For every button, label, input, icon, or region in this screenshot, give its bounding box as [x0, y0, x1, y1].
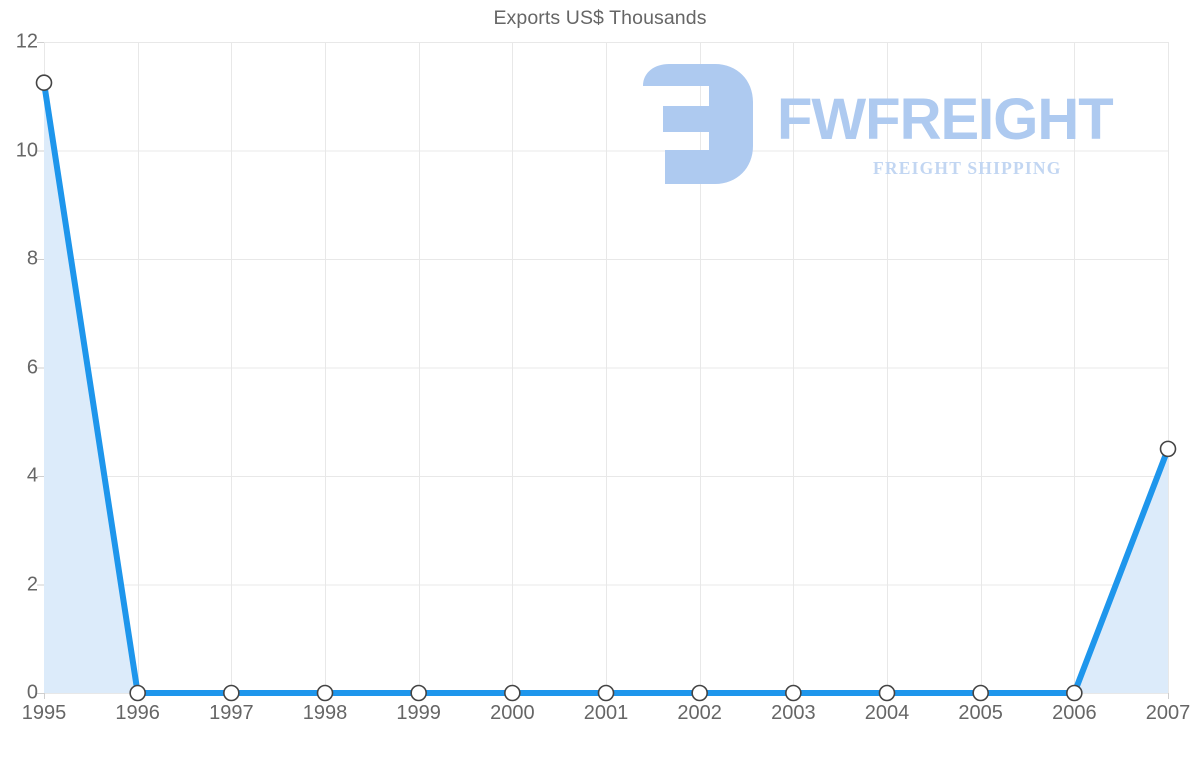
watermark-tagline: FREIGHT SHIPPING — [873, 158, 1062, 178]
data-point-marker[interactable] — [410, 684, 427, 702]
y-axis-tick-label: 0 — [26, 681, 38, 704]
x-axis-tick-label: 2005 — [958, 702, 1003, 724]
data-point-marker[interactable] — [129, 684, 146, 702]
watermark-brand: FWFREIGHT — [777, 87, 1114, 152]
chart-title: Exports US$ Thousands — [493, 7, 707, 29]
x-axis-tick-label: 1996 — [115, 702, 160, 724]
y-axis-tick-label: 12 — [15, 30, 38, 53]
data-point-marker[interactable] — [691, 684, 708, 702]
area-fill — [44, 82, 1168, 693]
y-axis-tick-label: 4 — [26, 464, 38, 487]
data-point-marker[interactable] — [504, 684, 521, 702]
x-axis-tick-label: 1995 — [21, 702, 67, 724]
data-point-marker[interactable] — [597, 684, 615, 702]
data-point-marker[interactable] — [35, 74, 53, 91]
x-axis-tick-label: 2006 — [1052, 702, 1097, 724]
data-point-marker[interactable] — [972, 684, 989, 702]
fwfreight-logo-icon — [643, 64, 753, 184]
y-axis-tick-label: 8 — [26, 247, 38, 270]
x-axis-tick-label: 2003 — [771, 702, 816, 724]
data-point-marker[interactable] — [785, 684, 802, 702]
x-axis-tick-label: 2007 — [1145, 702, 1191, 724]
data-point-markers — [35, 74, 1177, 702]
data-point-marker[interactable] — [1159, 440, 1177, 458]
data-point-marker[interactable] — [223, 684, 240, 702]
watermark: FWFREIGHT FREIGHT SHIPPING — [637, 58, 1147, 188]
x-axis-tick-label: 2004 — [864, 702, 910, 724]
x-axis-tick-label: 2002 — [677, 702, 722, 724]
y-axis-tick-label: 2 — [26, 573, 38, 595]
series-line — [41, 79, 1171, 696]
y-axis-tick-label: 10 — [15, 139, 38, 161]
x-axis-tick-label: 1998 — [302, 702, 348, 724]
data-point-marker[interactable] — [316, 684, 334, 702]
y-axis-tick-label: 6 — [26, 356, 38, 378]
x-axis-tick-label: 2001 — [583, 702, 629, 724]
data-point-marker[interactable] — [878, 684, 896, 702]
data-point-marker[interactable] — [1066, 684, 1083, 702]
x-axis-tick-label: 2000 — [490, 702, 535, 724]
x-axis-tick-label: 1999 — [396, 702, 441, 724]
x-axis-tick-label: 1997 — [209, 702, 254, 724]
